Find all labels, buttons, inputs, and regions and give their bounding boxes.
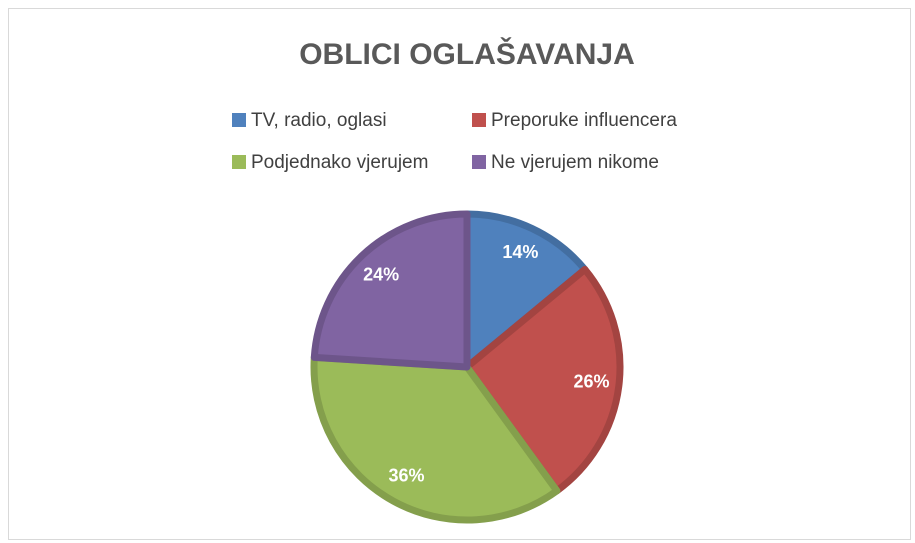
data-label: 26% [573, 371, 609, 391]
pie-slice [463, 265, 624, 495]
pie-slice [463, 210, 589, 371]
legend-swatch [232, 113, 246, 127]
legend-swatch [472, 155, 486, 169]
data-label: 24% [363, 264, 399, 284]
legend-label: Podjednako vjerujem [251, 152, 428, 173]
legend-label: Preporuke influencera [491, 110, 677, 131]
pie-slice [310, 210, 471, 371]
legend-swatch [472, 113, 486, 127]
pie-slice [310, 353, 561, 524]
chart-title: OBLICI OGLAŠAVANJA [299, 37, 635, 71]
legend-swatch [232, 155, 246, 169]
legend-label: Ne vjerujem nikome [491, 152, 659, 173]
data-label: 14% [502, 242, 538, 262]
data-label: 36% [389, 466, 425, 486]
legend-label: TV, radio, oglasi [251, 110, 387, 131]
